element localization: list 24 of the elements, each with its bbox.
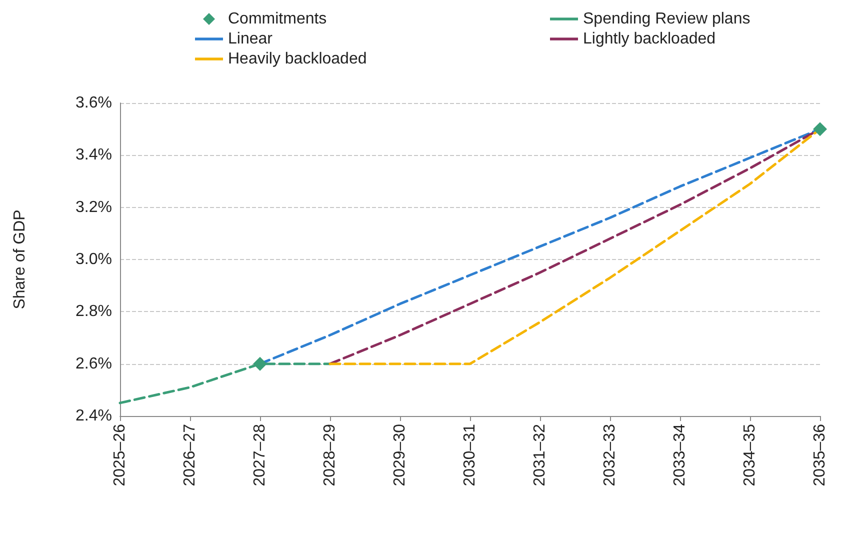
y-tick-label: 2.4%: [76, 408, 112, 424]
y-tick-label: 2.6%: [76, 355, 112, 372]
x-tick-label: 2029–30: [392, 424, 408, 486]
x-tick-label: 2034–35: [742, 424, 758, 486]
legend-label: Commitments: [228, 10, 327, 28]
x-tick-label: 2033–34: [672, 424, 688, 486]
legend-label: Heavily backloaded: [228, 50, 367, 68]
y-tick-label: 3.4%: [76, 146, 112, 164]
x-tick-label: 2030–31: [462, 424, 478, 486]
legend-label: Lightly backloaded: [583, 30, 716, 48]
x-tick-label: 2027–28: [252, 424, 268, 486]
y-axis-title: Share of GDP: [12, 210, 28, 310]
x-tick-label: 2032–33: [602, 424, 618, 486]
y-tick-label: 3.0%: [76, 251, 112, 268]
legend-label: Spending Review plans: [583, 10, 750, 28]
x-tick-label: 2026–27: [182, 424, 198, 486]
y-tick-label: 3.6%: [76, 94, 112, 112]
y-tick-label: 2.8%: [76, 303, 112, 320]
y-tick-label: 3.2%: [76, 198, 112, 216]
x-tick-label: 2035–36: [812, 424, 828, 486]
x-tick-label: 2025–26: [112, 424, 128, 486]
x-tick-label: 2031–32: [532, 424, 548, 486]
x-tick-label: 2028–29: [322, 424, 338, 486]
legend-label: Linear: [228, 30, 274, 48]
